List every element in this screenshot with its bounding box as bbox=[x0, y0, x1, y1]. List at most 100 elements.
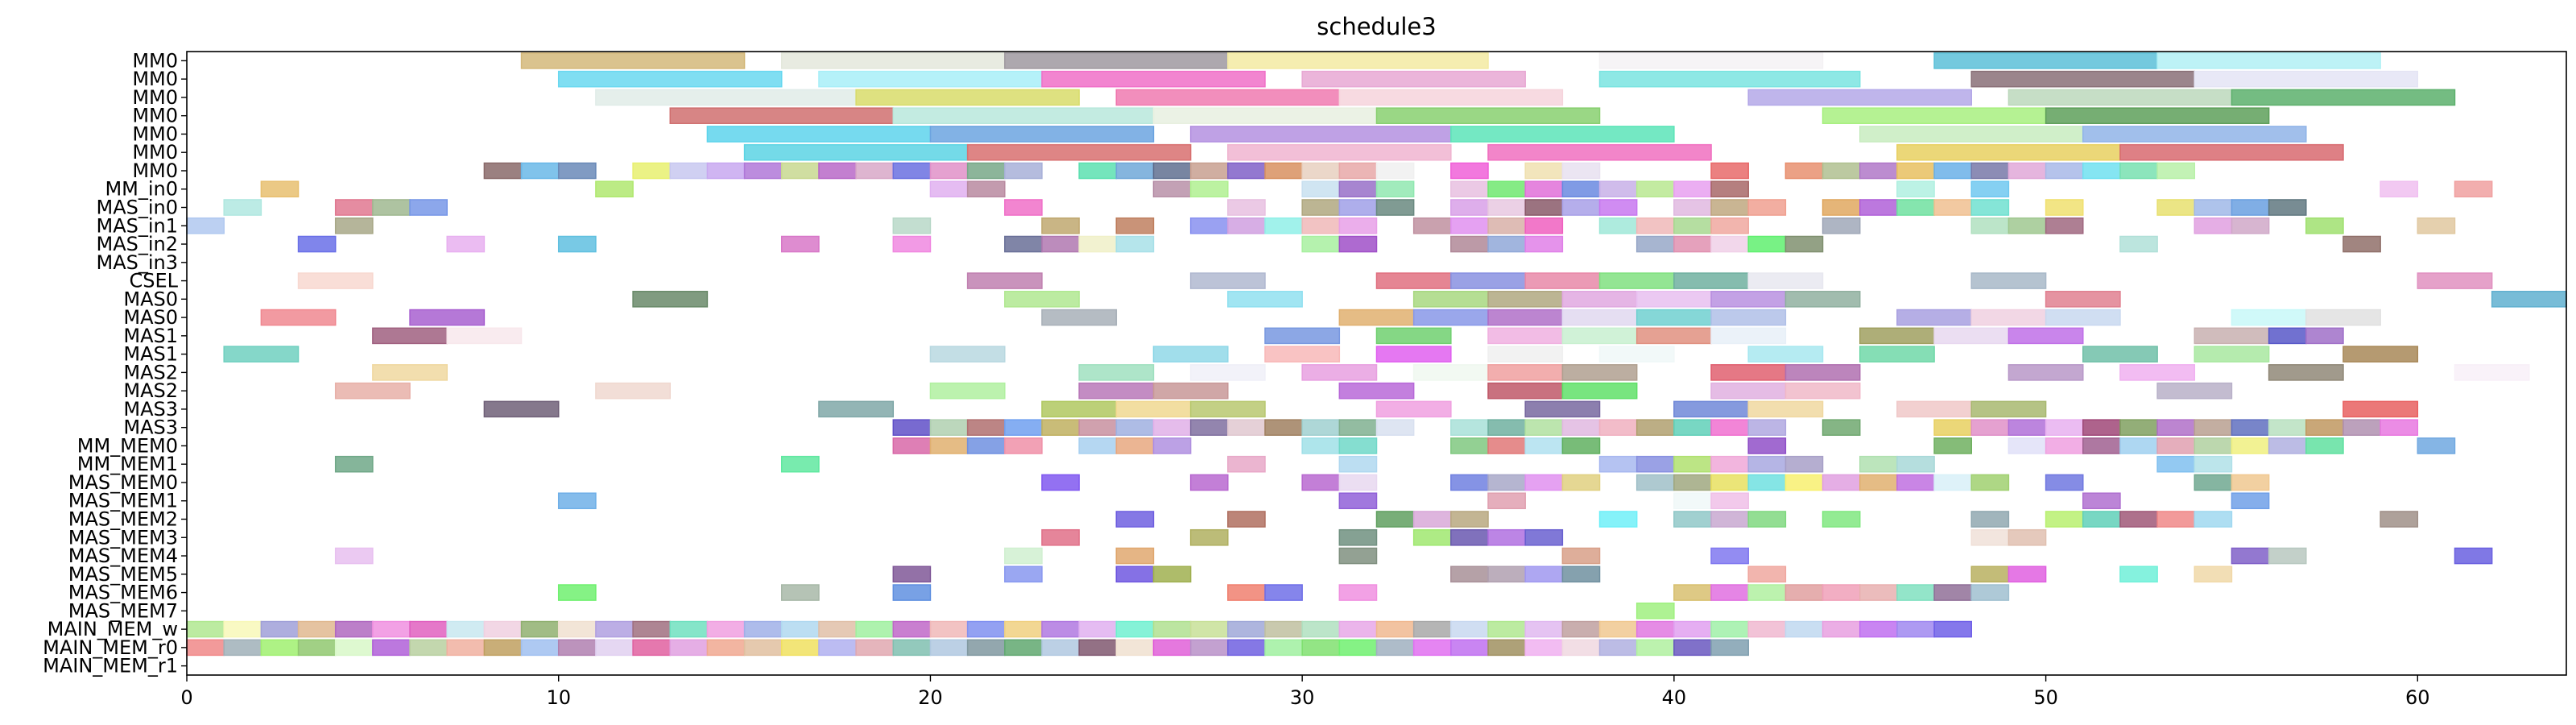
task-bar bbox=[2417, 272, 2493, 289]
task-bar bbox=[966, 620, 1006, 638]
task-bar bbox=[1635, 639, 1675, 657]
task-bar bbox=[1673, 455, 1712, 473]
task-bar bbox=[1487, 327, 1564, 345]
task-bar bbox=[1487, 474, 1526, 491]
task-bar bbox=[706, 126, 932, 143]
task-bar bbox=[781, 455, 820, 473]
task-bar bbox=[1375, 620, 1415, 638]
task-bar bbox=[1784, 382, 1861, 400]
task-bar bbox=[1487, 566, 1526, 583]
task-bar bbox=[2045, 217, 2084, 234]
task-bar bbox=[1189, 528, 1229, 546]
task-bar bbox=[1487, 620, 1526, 638]
task-bar bbox=[1970, 528, 2010, 546]
task-bar bbox=[2007, 327, 2084, 345]
task-bar bbox=[297, 272, 374, 289]
y-tick-label: MM0 bbox=[132, 160, 178, 182]
task-bar bbox=[1710, 419, 1749, 436]
task-bar bbox=[1450, 235, 1489, 253]
task-bar bbox=[2156, 455, 2196, 473]
task-bar bbox=[1710, 620, 1749, 638]
task-bar bbox=[2119, 143, 2344, 161]
task-bar bbox=[372, 620, 411, 638]
x-tick-label: 30 bbox=[1290, 686, 1315, 709]
task-bar bbox=[2268, 199, 2307, 216]
task-bar bbox=[1264, 639, 1303, 657]
task-bar bbox=[2045, 162, 2084, 180]
task-bar bbox=[706, 639, 746, 657]
task-bar bbox=[1115, 639, 1155, 657]
y-tick-label: MAS_MEM1 bbox=[68, 490, 178, 512]
task-bar bbox=[297, 620, 337, 638]
task-bar bbox=[260, 639, 300, 657]
task-bar bbox=[1970, 162, 2010, 180]
task-bar bbox=[1375, 180, 1415, 198]
task-bar bbox=[2305, 437, 2344, 454]
task-bar bbox=[1412, 364, 1489, 381]
task-bar bbox=[1152, 346, 1229, 362]
task-bar bbox=[1338, 89, 1564, 106]
task-bar bbox=[966, 180, 1006, 198]
task-bar bbox=[1784, 291, 1861, 308]
task-bar bbox=[1524, 474, 1564, 491]
task-bar bbox=[2082, 419, 2121, 436]
task-bar bbox=[1041, 639, 1080, 657]
task-bar bbox=[966, 419, 1006, 436]
task-bar bbox=[1710, 547, 1749, 565]
task-bar bbox=[1301, 180, 1341, 198]
task-bar bbox=[1227, 217, 1266, 234]
y-tick-label: MAS1 bbox=[123, 343, 178, 366]
task-bar bbox=[1635, 620, 1675, 638]
task-bar bbox=[2417, 437, 2456, 454]
task-bar bbox=[2156, 419, 2196, 436]
task-bar bbox=[1524, 400, 1601, 418]
task-bar bbox=[1152, 437, 1192, 454]
y-tick-label: MAIN_MEM_r1 bbox=[43, 655, 178, 677]
task-bar bbox=[1598, 180, 1638, 198]
task-bar bbox=[1338, 455, 1378, 473]
task-bar bbox=[520, 162, 560, 180]
task-bar bbox=[1227, 455, 1266, 473]
task-bar bbox=[2454, 547, 2493, 565]
task-bar bbox=[1375, 162, 1415, 180]
task-bar bbox=[1598, 419, 1638, 436]
task-bar bbox=[1598, 346, 1675, 362]
task-bar bbox=[2268, 437, 2307, 454]
task-bar bbox=[595, 620, 634, 638]
task-bar bbox=[669, 620, 709, 638]
task-bar bbox=[1301, 70, 1526, 88]
y-tick-label: MAS_in0 bbox=[96, 197, 178, 219]
task-bar bbox=[1338, 309, 1415, 326]
task-bar bbox=[1784, 584, 1824, 601]
task-bar bbox=[1450, 620, 1489, 638]
task-bar bbox=[1524, 162, 1564, 180]
task-bar bbox=[1152, 162, 1192, 180]
task-bar bbox=[409, 620, 448, 638]
task-bar bbox=[1450, 272, 1526, 289]
task-bar bbox=[1227, 162, 1266, 180]
task-bar bbox=[1524, 180, 1564, 198]
y-tick-label: CSEL bbox=[129, 270, 178, 292]
task-bar bbox=[1078, 639, 1118, 657]
task-bar bbox=[1561, 474, 1601, 491]
task-bar bbox=[892, 162, 932, 180]
task-bar bbox=[1041, 235, 1080, 253]
task-bar bbox=[1450, 639, 1489, 657]
task-bar bbox=[446, 327, 523, 345]
task-bar bbox=[1301, 235, 1341, 253]
task-bar bbox=[892, 235, 932, 253]
task-bar bbox=[1747, 419, 1787, 436]
task-bar bbox=[1301, 620, 1341, 638]
task-bar bbox=[892, 584, 932, 601]
task-bar bbox=[1115, 235, 1155, 253]
task-bar bbox=[2119, 162, 2158, 180]
y-tick-label: MAS2 bbox=[123, 379, 178, 402]
task-bar bbox=[1673, 419, 1712, 436]
task-bar bbox=[2268, 364, 2344, 381]
y-tick-label: MM0 bbox=[132, 141, 178, 164]
y-tick-label: MAS3 bbox=[123, 398, 178, 420]
task-bar bbox=[1227, 511, 1266, 528]
task-bar bbox=[632, 291, 709, 308]
task-bar bbox=[1598, 620, 1638, 638]
task-bar bbox=[818, 639, 857, 657]
